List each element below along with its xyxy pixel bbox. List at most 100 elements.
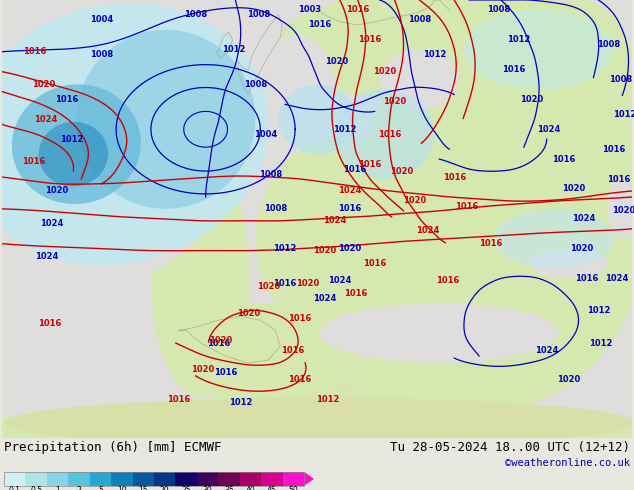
Text: 1012: 1012 [316, 395, 340, 404]
Text: 1016: 1016 [214, 368, 237, 377]
Ellipse shape [335, 90, 434, 179]
Text: 1016: 1016 [455, 202, 479, 211]
Text: Precipitation (6h) [mm] ECMWF: Precipitation (6h) [mm] ECMWF [4, 441, 221, 454]
Ellipse shape [295, 0, 494, 99]
Text: 1024: 1024 [323, 216, 347, 225]
Ellipse shape [519, 0, 634, 179]
Text: 1012: 1012 [222, 45, 245, 54]
Ellipse shape [320, 303, 559, 363]
Ellipse shape [256, 35, 335, 134]
Text: 1016: 1016 [602, 145, 625, 154]
Ellipse shape [210, 338, 410, 438]
Text: 1016: 1016 [358, 160, 382, 169]
Text: 1016: 1016 [436, 276, 459, 285]
Text: 1016: 1016 [344, 289, 368, 298]
Text: 1016: 1016 [575, 274, 598, 283]
Bar [47, 472, 68, 486]
Text: 1012: 1012 [589, 339, 612, 347]
Bar [197, 472, 218, 486]
Text: 1012: 1012 [60, 135, 83, 144]
Bar [25, 472, 47, 486]
Text: 1008: 1008 [184, 10, 207, 20]
Text: 1020: 1020 [236, 309, 260, 318]
Ellipse shape [76, 30, 256, 209]
Text: 1020: 1020 [297, 279, 320, 288]
Bar [68, 472, 90, 486]
Text: 1016: 1016 [363, 259, 386, 268]
Text: 1008: 1008 [89, 50, 113, 59]
Ellipse shape [380, 49, 459, 109]
Text: 1016: 1016 [443, 172, 466, 181]
Text: 1024: 1024 [34, 115, 57, 124]
Text: 1008: 1008 [609, 75, 632, 84]
Text: 1016: 1016 [167, 395, 190, 404]
Text: 1003: 1003 [299, 5, 321, 14]
Ellipse shape [0, 3, 269, 266]
Text: 1020: 1020 [562, 184, 585, 194]
Text: 1020: 1020 [45, 186, 68, 196]
Text: 40: 40 [245, 487, 256, 490]
Text: 1024: 1024 [535, 345, 559, 355]
Text: 1020: 1020 [191, 366, 214, 374]
Ellipse shape [464, 10, 613, 90]
Bar [240, 472, 261, 486]
Text: 1016: 1016 [207, 339, 230, 347]
Text: 1008: 1008 [264, 204, 287, 213]
Text: 1: 1 [55, 487, 60, 490]
Ellipse shape [350, 30, 634, 408]
Text: 1016: 1016 [23, 47, 46, 56]
Text: 1020: 1020 [373, 67, 396, 76]
Text: 1024: 1024 [40, 219, 63, 228]
Text: 1020: 1020 [257, 282, 280, 291]
Text: 2: 2 [77, 487, 81, 490]
Bar [4, 472, 304, 486]
Text: 1008: 1008 [244, 80, 267, 89]
Text: 1016: 1016 [378, 130, 401, 139]
Bar [283, 472, 304, 486]
Text: ©weatheronline.co.uk: ©weatheronline.co.uk [505, 458, 630, 468]
Text: 1016: 1016 [358, 35, 382, 44]
Text: 1024: 1024 [605, 274, 628, 283]
Text: 1020: 1020 [390, 167, 413, 175]
Bar [176, 472, 197, 486]
Bar [111, 472, 133, 486]
Text: 1020: 1020 [612, 206, 634, 215]
Ellipse shape [12, 84, 141, 204]
Text: 45: 45 [267, 487, 276, 490]
Text: 30: 30 [203, 487, 212, 490]
Text: 1020: 1020 [520, 95, 543, 104]
Polygon shape [304, 472, 314, 486]
Text: 1012: 1012 [333, 125, 356, 134]
Ellipse shape [280, 0, 618, 90]
Text: 1016: 1016 [502, 65, 526, 74]
Text: 1024: 1024 [338, 186, 361, 196]
Text: 1012: 1012 [273, 244, 297, 253]
Text: 1004: 1004 [254, 130, 277, 139]
Text: 1016: 1016 [346, 5, 370, 14]
Ellipse shape [278, 85, 358, 154]
Text: 10: 10 [117, 487, 127, 490]
Text: 1020: 1020 [209, 336, 232, 344]
Ellipse shape [494, 209, 613, 269]
Text: 1016: 1016 [479, 239, 503, 248]
Text: 1012: 1012 [612, 110, 634, 119]
Bar [218, 472, 240, 486]
Text: 1008: 1008 [488, 5, 510, 14]
Text: 1008: 1008 [259, 170, 282, 178]
Text: 1020: 1020 [32, 80, 55, 89]
Text: 1020: 1020 [383, 97, 406, 106]
Text: 1024: 1024 [416, 226, 439, 235]
Bar [4, 472, 25, 486]
Bar [2, 417, 632, 438]
Ellipse shape [151, 159, 250, 398]
Ellipse shape [4, 398, 634, 447]
Text: 1016: 1016 [607, 174, 630, 184]
Ellipse shape [0, 0, 240, 289]
Text: 1016: 1016 [308, 21, 332, 29]
Bar [133, 472, 154, 486]
Text: 20: 20 [160, 487, 169, 490]
Ellipse shape [529, 248, 609, 278]
Text: 1020: 1020 [403, 196, 426, 205]
Text: 1024: 1024 [313, 294, 337, 303]
Bar [154, 472, 176, 486]
